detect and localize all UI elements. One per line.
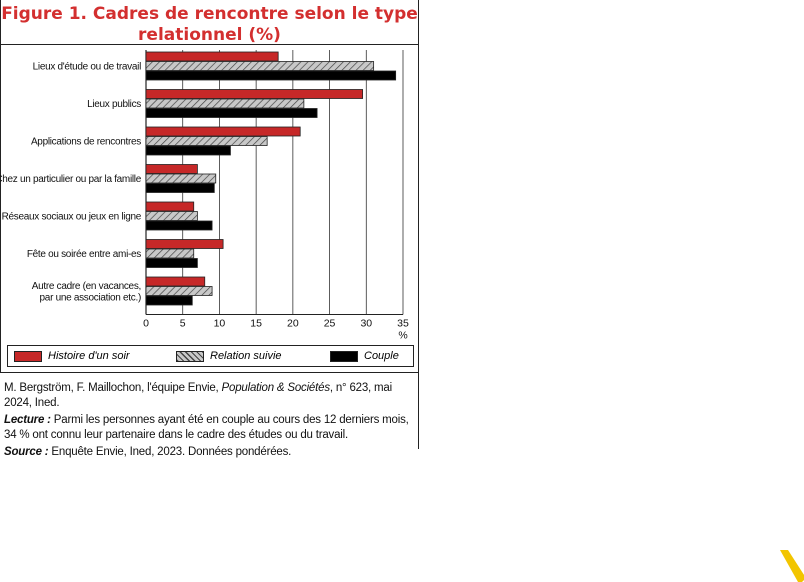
x-tick-label: 5 bbox=[180, 318, 186, 330]
title-line-1: Figure 1. Cadres de rencontre selon le t… bbox=[1, 4, 418, 24]
legend-item-relation: Relation suivie bbox=[176, 350, 282, 362]
x-tick-label: 25 bbox=[324, 318, 336, 330]
lecture-text: Parmi les personnes ayant été en couple … bbox=[4, 414, 409, 441]
category-label: Chez un particulier ou par la famille bbox=[0, 174, 142, 185]
bar-relation bbox=[145, 248, 195, 259]
title-line-2: relationnel (%) bbox=[138, 25, 281, 45]
legend-label: Couple bbox=[364, 350, 399, 362]
bar-relation bbox=[145, 61, 375, 71]
source-note: Source : Enquête Envie, Ined, 2023. Donn… bbox=[4, 445, 416, 460]
x-tick-label: 30 bbox=[360, 318, 372, 330]
x-tick-label: 10 bbox=[214, 318, 226, 330]
bar-relation bbox=[145, 173, 217, 184]
source-label: Source : bbox=[4, 446, 49, 458]
figure-title: Figure 1. Cadres de rencontre selon le t… bbox=[0, 4, 419, 46]
legend-item-couple: Couple bbox=[330, 350, 399, 362]
bar-histoire bbox=[145, 89, 364, 99]
legend-swatch-hatched bbox=[176, 350, 204, 362]
x-tick-label: 0 bbox=[143, 318, 149, 330]
category-label: Fête ou soirée entre ami-es bbox=[27, 249, 141, 260]
category-label: Lieux d'étude ou de travail bbox=[33, 62, 141, 73]
bar-histoire bbox=[145, 201, 195, 212]
footer-divider bbox=[0, 372, 419, 373]
citation-authors: M. Bergström, F. Maillochon, l'équipe En… bbox=[4, 382, 222, 394]
legend-label: Histoire d'un soir bbox=[48, 350, 130, 362]
bar-couple bbox=[145, 145, 231, 156]
citation-issue: , n° 623, mai 2024, Ined. bbox=[4, 382, 392, 409]
bar-couple bbox=[145, 295, 193, 306]
bar-chart: Lieux d'étude ou de travail Lieux publics… bbox=[0, 50, 409, 342]
x-tick-label: 20 bbox=[287, 318, 299, 330]
bar-relation bbox=[145, 211, 198, 221]
bar-histoire bbox=[145, 164, 198, 174]
x-axis-unit: % bbox=[398, 330, 407, 342]
bar-relation bbox=[145, 286, 213, 296]
legend-item-histoire: Histoire d'un soir bbox=[14, 350, 130, 362]
bar-histoire bbox=[145, 239, 224, 249]
bar-couple bbox=[145, 220, 213, 231]
citation: M. Bergström, F. Maillochon, l'équipe En… bbox=[4, 381, 416, 411]
figure-footer: M. Bergström, F. Maillochon, l'équipe En… bbox=[4, 381, 416, 462]
bar-couple bbox=[145, 183, 215, 193]
legend-swatch-red bbox=[14, 350, 42, 362]
x-tick-label: 15 bbox=[250, 318, 262, 330]
figure-frame: Figure 1. Cadres de rencontre selon le t… bbox=[0, 0, 419, 458]
bar-histoire bbox=[145, 51, 279, 62]
bar-relation bbox=[145, 98, 305, 109]
category-label: Réseaux sociaux ou jeux en ligne bbox=[2, 212, 142, 223]
bar-histoire bbox=[145, 276, 206, 287]
bar-histoire bbox=[145, 126, 301, 137]
x-tick-label: 35 bbox=[397, 318, 409, 330]
category-label: par une association etc.) bbox=[40, 292, 141, 303]
title-divider bbox=[0, 44, 419, 45]
lecture-label: Lecture : bbox=[4, 414, 51, 426]
bar-couple bbox=[145, 258, 198, 268]
bar-couple bbox=[145, 70, 397, 81]
legend-label: Relation suivie bbox=[210, 350, 282, 362]
category-label: Applications de rencontres bbox=[31, 137, 141, 148]
lecture-note: Lecture : Parmi les personnes ayant été … bbox=[4, 413, 416, 443]
bar-relation bbox=[145, 136, 268, 146]
bar-couple bbox=[145, 108, 318, 118]
category-label: Autre cadre (en vacances, bbox=[32, 281, 141, 292]
citation-journal: Population & Sociétés bbox=[221, 382, 331, 394]
chart-legend: Histoire d'un soir Relation suivie Coupl… bbox=[7, 345, 414, 367]
corner-accent-mark bbox=[780, 550, 804, 582]
source-text: Enquête Envie, Ined, 2023. Données pondé… bbox=[48, 446, 292, 458]
frame-right-border bbox=[418, 0, 419, 449]
legend-swatch-black bbox=[330, 350, 358, 362]
frame-left-border bbox=[0, 0, 1, 372]
category-label: Lieux publics bbox=[87, 99, 141, 110]
